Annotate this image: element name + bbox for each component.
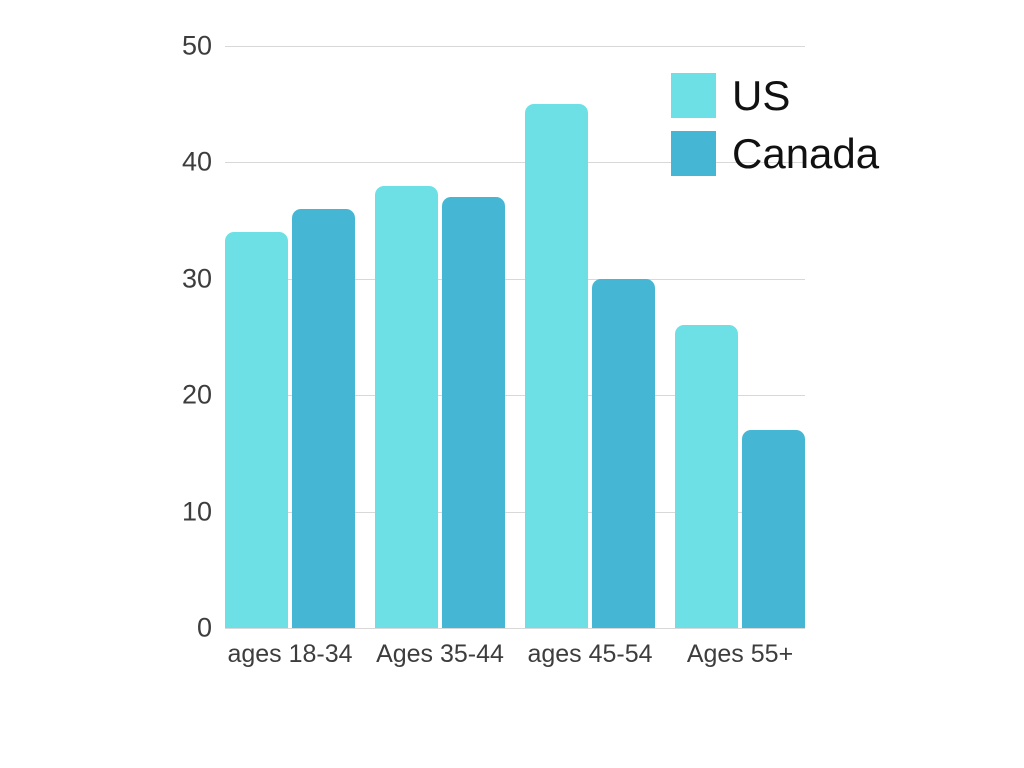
bar-canada-ages-18-34 xyxy=(292,208,355,628)
y-axis: 0 10 20 30 40 50 xyxy=(0,0,212,768)
x-tick-label-ages-45-54: ages 45-54 xyxy=(527,640,653,668)
bar-canada-ages-35-44 xyxy=(442,197,505,628)
x-tick-label-ages-55+: Ages 55+ xyxy=(686,640,794,668)
y-tick-label-40: 40 xyxy=(181,146,212,177)
y-tick-label-10: 10 xyxy=(181,496,212,527)
bar-group-ages-18-34 xyxy=(225,46,355,628)
y-tick-label-0: 0 xyxy=(196,612,212,643)
x-tick-label-ages-35-44: Ages 35-44 xyxy=(376,640,504,668)
legend-item-us: US xyxy=(671,73,879,118)
y-tick-label-50: 50 xyxy=(181,30,212,61)
bar-group-ages-55+ xyxy=(675,46,805,628)
x-tick-label-ages-18-34: ages 18-34 xyxy=(227,640,353,668)
gridline-y-50 xyxy=(225,46,805,47)
bar-canada-ages-55+ xyxy=(742,430,805,628)
gridline-y-30 xyxy=(225,278,805,280)
gridline-y-0 xyxy=(225,628,805,629)
plot-area xyxy=(225,46,805,629)
bar-us-ages-18-34 xyxy=(225,232,288,628)
bar-canada-ages-45-54 xyxy=(592,278,655,628)
gridline-y-10 xyxy=(225,511,805,513)
bar-group-ages-35-44 xyxy=(375,46,505,628)
gridline-y-20 xyxy=(225,395,805,397)
legend-label-us: US xyxy=(732,71,791,119)
y-tick-label-20: 20 xyxy=(181,379,212,410)
y-tick-label-30: 30 xyxy=(181,263,212,294)
legend-item-canada: Canada xyxy=(671,131,879,176)
legend-swatch-us-icon xyxy=(671,73,716,118)
bar-us-ages-55+ xyxy=(675,325,738,628)
legend-label-canada: Canada xyxy=(732,129,880,177)
bar-us-ages-35-44 xyxy=(375,185,438,628)
bar-group-ages-45-54 xyxy=(525,46,655,628)
bar-us-ages-45-54 xyxy=(525,104,588,628)
legend-swatch-canada-icon xyxy=(671,131,716,176)
gridline-y-40 xyxy=(225,162,805,164)
legend: US Canada xyxy=(671,73,879,176)
